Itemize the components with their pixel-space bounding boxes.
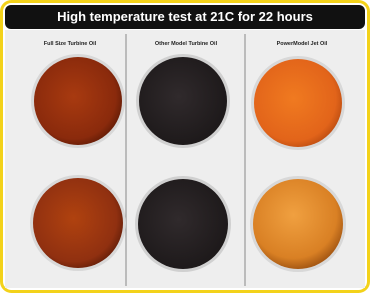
dish [33, 178, 123, 268]
dish [254, 59, 342, 147]
screenshot: High temperature test at 21C for 22 hour… [0, 0, 370, 293]
dish [138, 179, 228, 269]
dish [34, 57, 122, 145]
column-label: PowerModel Jet Oil [277, 41, 328, 47]
column-label: Full Size Turbine Oil [44, 41, 97, 47]
title: High temperature test at 21C for 22 hour… [57, 9, 313, 24]
column-label: Other Model Turbine Oil [155, 41, 218, 47]
dish [253, 179, 343, 269]
dish [139, 57, 227, 145]
